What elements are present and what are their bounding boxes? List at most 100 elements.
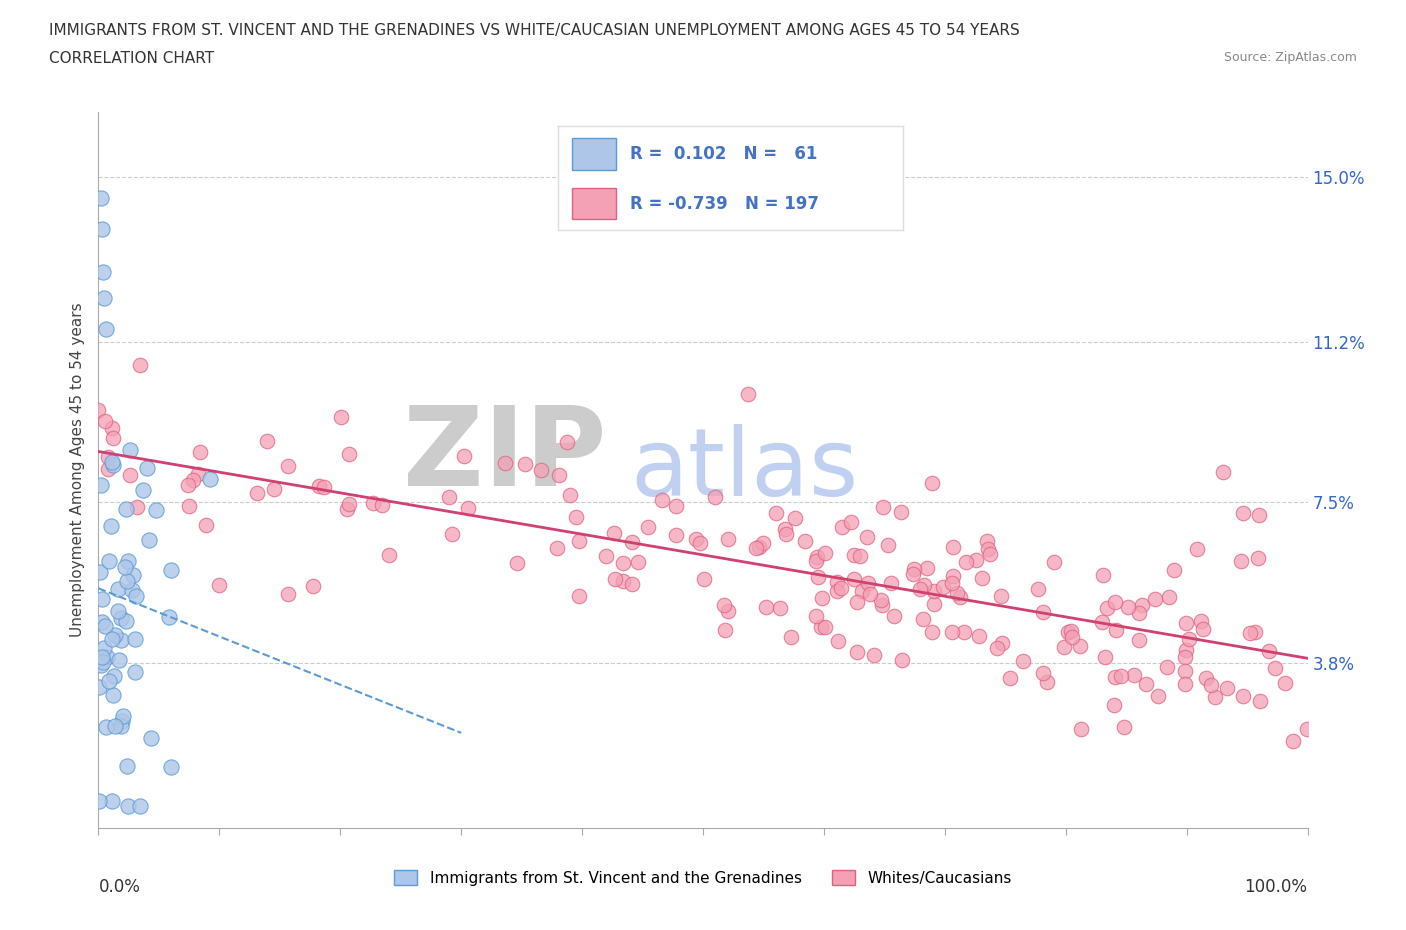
- Point: [104, 628, 127, 643]
- Point: [494, 456, 516, 471]
- Point: [93, 291, 115, 306]
- Point: [901, 566, 924, 581]
- Point: [1175, 643, 1198, 658]
- Text: atlas: atlas: [630, 424, 859, 515]
- Text: ZIP: ZIP: [404, 402, 606, 509]
- Point: [107, 604, 129, 618]
- Point: [831, 520, 853, 535]
- Point: [111, 709, 134, 724]
- Point: [90, 478, 112, 493]
- Point: [1174, 664, 1197, 679]
- Point: [1174, 676, 1197, 691]
- Point: [991, 635, 1014, 650]
- Point: [851, 583, 873, 598]
- Point: [685, 531, 707, 546]
- Point: [1159, 589, 1181, 604]
- Point: [870, 598, 893, 613]
- Point: [246, 485, 269, 500]
- Point: [931, 579, 953, 594]
- Point: [115, 758, 138, 773]
- Point: [110, 632, 132, 647]
- Point: [806, 569, 828, 584]
- Point: [101, 631, 124, 646]
- Point: [814, 546, 837, 561]
- Point: [941, 576, 963, 591]
- Point: [1070, 722, 1092, 737]
- Point: [976, 533, 998, 548]
- Point: [94, 720, 117, 735]
- Point: [453, 448, 475, 463]
- Point: [942, 569, 965, 584]
- Point: [1232, 689, 1254, 704]
- Point: [870, 592, 893, 607]
- Point: [128, 799, 150, 814]
- Point: [1230, 553, 1253, 568]
- Point: [101, 431, 124, 445]
- Point: [93, 641, 115, 656]
- Point: [136, 461, 159, 476]
- Point: [890, 505, 912, 520]
- Point: [986, 640, 1008, 655]
- Point: [603, 525, 626, 540]
- Point: [1163, 563, 1185, 578]
- Point: [1174, 650, 1197, 665]
- Point: [713, 597, 735, 612]
- Point: [1212, 464, 1234, 479]
- Point: [308, 478, 330, 493]
- Point: [755, 600, 778, 615]
- Point: [775, 526, 797, 541]
- Point: [337, 497, 360, 512]
- Point: [748, 539, 770, 554]
- Point: [1174, 616, 1197, 631]
- Point: [555, 434, 578, 449]
- Legend: Immigrants from St. Vincent and the Grenadines, Whites/Caucasians: Immigrants from St. Vincent and the Gren…: [388, 863, 1018, 892]
- Point: [94, 321, 117, 336]
- Point: [256, 433, 278, 448]
- Point: [979, 546, 1001, 561]
- Point: [1095, 600, 1118, 615]
- Point: [187, 467, 209, 482]
- Point: [1114, 720, 1136, 735]
- Point: [921, 624, 943, 639]
- Point: [914, 578, 936, 592]
- Point: [1204, 690, 1226, 705]
- Point: [378, 547, 401, 562]
- Point: [804, 608, 827, 623]
- Point: [879, 576, 901, 591]
- Point: [1189, 614, 1212, 629]
- Point: [769, 601, 792, 616]
- Point: [546, 540, 568, 555]
- Point: [115, 614, 138, 629]
- Text: 100.0%: 100.0%: [1244, 878, 1308, 896]
- Point: [118, 467, 141, 482]
- Point: [121, 582, 143, 597]
- Point: [972, 570, 994, 585]
- Point: [96, 461, 118, 476]
- Point: [97, 673, 120, 688]
- Point: [842, 548, 865, 563]
- Point: [441, 526, 464, 541]
- Point: [302, 578, 325, 593]
- Point: [665, 498, 688, 513]
- Point: [513, 457, 536, 472]
- Point: [704, 490, 727, 505]
- Point: [361, 496, 384, 511]
- Point: [160, 760, 183, 775]
- Point: [1069, 639, 1091, 654]
- Point: [1215, 680, 1237, 695]
- Text: IMMIGRANTS FROM ST. VINCENT AND THE GRENADINES VS WHITE/CAUCASIAN UNEMPLOYMENT A: IMMIGRANTS FROM ST. VINCENT AND THE GREN…: [49, 23, 1019, 38]
- Point: [1249, 508, 1271, 523]
- Point: [794, 534, 817, 549]
- Point: [90, 658, 112, 673]
- Point: [846, 644, 869, 659]
- Point: [181, 472, 204, 487]
- Point: [139, 731, 162, 746]
- Point: [87, 680, 110, 695]
- Point: [568, 533, 591, 548]
- Point: [825, 584, 848, 599]
- Point: [849, 548, 872, 563]
- Point: [1104, 670, 1126, 684]
- Point: [101, 458, 124, 472]
- Point: [911, 611, 934, 626]
- Point: [603, 571, 626, 586]
